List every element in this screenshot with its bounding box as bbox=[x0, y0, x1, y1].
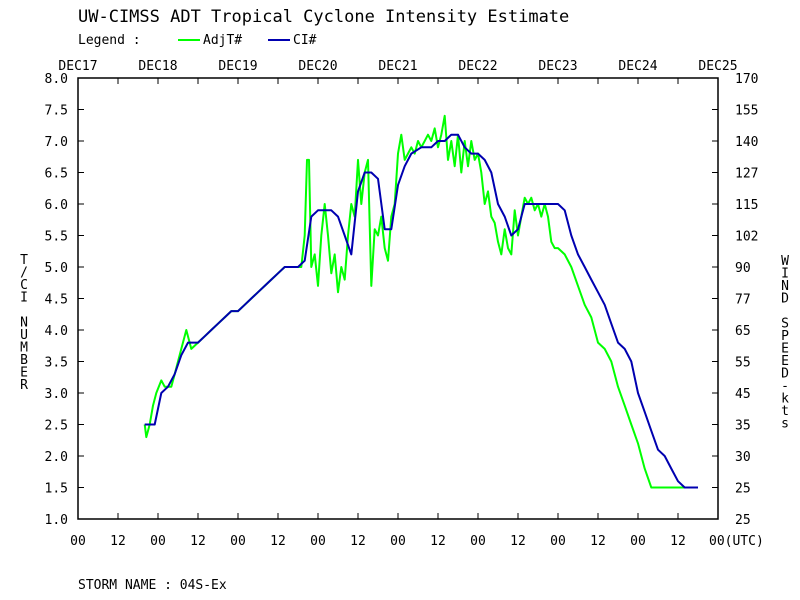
x-tick-label: 12 bbox=[430, 534, 446, 549]
y-tick-label-right: 30 bbox=[735, 450, 751, 465]
top-date-label: DEC18 bbox=[138, 59, 177, 74]
x-tick-label: 00 bbox=[230, 534, 246, 549]
x-tick-label: 00(UTC) bbox=[709, 534, 764, 549]
top-date-label: DEC22 bbox=[458, 59, 497, 74]
y-tick-label-left: 7.0 bbox=[45, 135, 68, 150]
legend-ci-label: CI# bbox=[293, 33, 317, 48]
y-tick-label-right: 45 bbox=[735, 387, 751, 402]
top-date-label: DEC21 bbox=[378, 59, 417, 74]
y-tick-label-left: 5.5 bbox=[45, 230, 68, 245]
y-tick-label-right: 102 bbox=[735, 230, 758, 245]
y-tick-label-left: 1.0 bbox=[45, 513, 68, 528]
x-tick-label: 12 bbox=[510, 534, 526, 549]
y-tick-label-right: 115 bbox=[735, 198, 758, 213]
legend-adjt-label: AdjT# bbox=[203, 33, 242, 48]
x-tick-label: 12 bbox=[590, 534, 606, 549]
series-adjt-line bbox=[143, 114, 698, 489]
x-tick-label: 00 bbox=[150, 534, 166, 549]
y-tick-label-left: 6.0 bbox=[45, 198, 68, 213]
y-tick-label-left: 1.5 bbox=[45, 482, 68, 497]
y-tick-label-left: 7.5 bbox=[45, 104, 68, 119]
top-date-label: DEC23 bbox=[538, 59, 577, 74]
y-tick-label-left: 3.0 bbox=[45, 387, 68, 402]
y-tick-label-right: 25 bbox=[735, 513, 751, 528]
x-tick-label: 00 bbox=[550, 534, 566, 549]
x-axis-ticks: 00 12 00 12 00 12 00 12 00 12 00 12 00 12 00 12 00(UTC) bbox=[70, 78, 764, 549]
top-date-label: DEC17 bbox=[58, 59, 97, 74]
x-tick-label: 00 bbox=[630, 534, 646, 549]
y-tick-label-left: 4.0 bbox=[45, 324, 68, 339]
y-tick-label-right: 25 bbox=[735, 482, 751, 497]
storm-name: STORM NAME : 04S-Ex bbox=[78, 578, 227, 593]
y-tick-label-left: 8.0 bbox=[45, 72, 68, 87]
y-tick-label-right: 65 bbox=[735, 324, 751, 339]
y-tick-label-right: 77 bbox=[735, 293, 751, 308]
y-tick-label-left: 4.5 bbox=[45, 293, 68, 308]
x-tick-label: 12 bbox=[350, 534, 366, 549]
y-tick-label-left: 3.5 bbox=[45, 356, 68, 371]
top-date-labels: DEC17 DEC18 DEC19 DEC20 DEC21 DEC22 DEC23 DEC24… bbox=[58, 59, 737, 74]
y-tick-label-right: 90 bbox=[735, 261, 751, 276]
top-date-label: DEC25 bbox=[698, 59, 737, 74]
y-tick-label-left: 2.0 bbox=[45, 450, 68, 465]
y-tick-label-right: 35 bbox=[735, 419, 751, 434]
x-tick-label: 12 bbox=[190, 534, 206, 549]
legend-label: Legend : bbox=[78, 33, 141, 48]
series-layer bbox=[143, 114, 698, 489]
x-tick-label: 00 bbox=[310, 534, 326, 549]
x-tick-label: 12 bbox=[270, 534, 286, 549]
x-tick-label: 00 bbox=[390, 534, 406, 549]
plot-frame bbox=[77, 77, 719, 520]
x-tick-label: 12 bbox=[670, 534, 686, 549]
top-date-label: DEC24 bbox=[618, 59, 657, 74]
y-tick-label-left: 5.0 bbox=[45, 261, 68, 276]
chart-title: UW-CIMSS ADT Tropical Cyclone Intensity … bbox=[78, 7, 569, 27]
top-date-label: DEC19 bbox=[218, 59, 257, 74]
y-tick-label-right: 55 bbox=[735, 356, 751, 371]
legend: Legend : AdjT# CI# bbox=[78, 33, 317, 48]
right-y-axis: 25 25 30 35 45 55 65 77 90 102 115 127 140 155 170 bbox=[735, 72, 758, 528]
y-tick-label-right: 140 bbox=[735, 135, 758, 150]
x-tick-label: 00 bbox=[70, 534, 86, 549]
x-tick-label: 12 bbox=[110, 534, 126, 549]
top-date-label: DEC20 bbox=[298, 59, 337, 74]
x-tick-label: 00 bbox=[470, 534, 486, 549]
left-y-axis: 1.0 1.5 2.0 2.5 3.0 3.5 4.0 4.5 5.0 5.5 6.0 6.5 7.0 7… bbox=[45, 72, 718, 528]
y-tick-label-right: 170 bbox=[735, 72, 758, 87]
y-tick-label-left: 6.5 bbox=[45, 167, 68, 182]
y-tick-label-left: 2.5 bbox=[45, 419, 68, 434]
series-ci-line bbox=[144, 133, 698, 489]
y-tick-label-right: 155 bbox=[735, 104, 758, 119]
y-tick-label-right: 127 bbox=[735, 167, 758, 182]
